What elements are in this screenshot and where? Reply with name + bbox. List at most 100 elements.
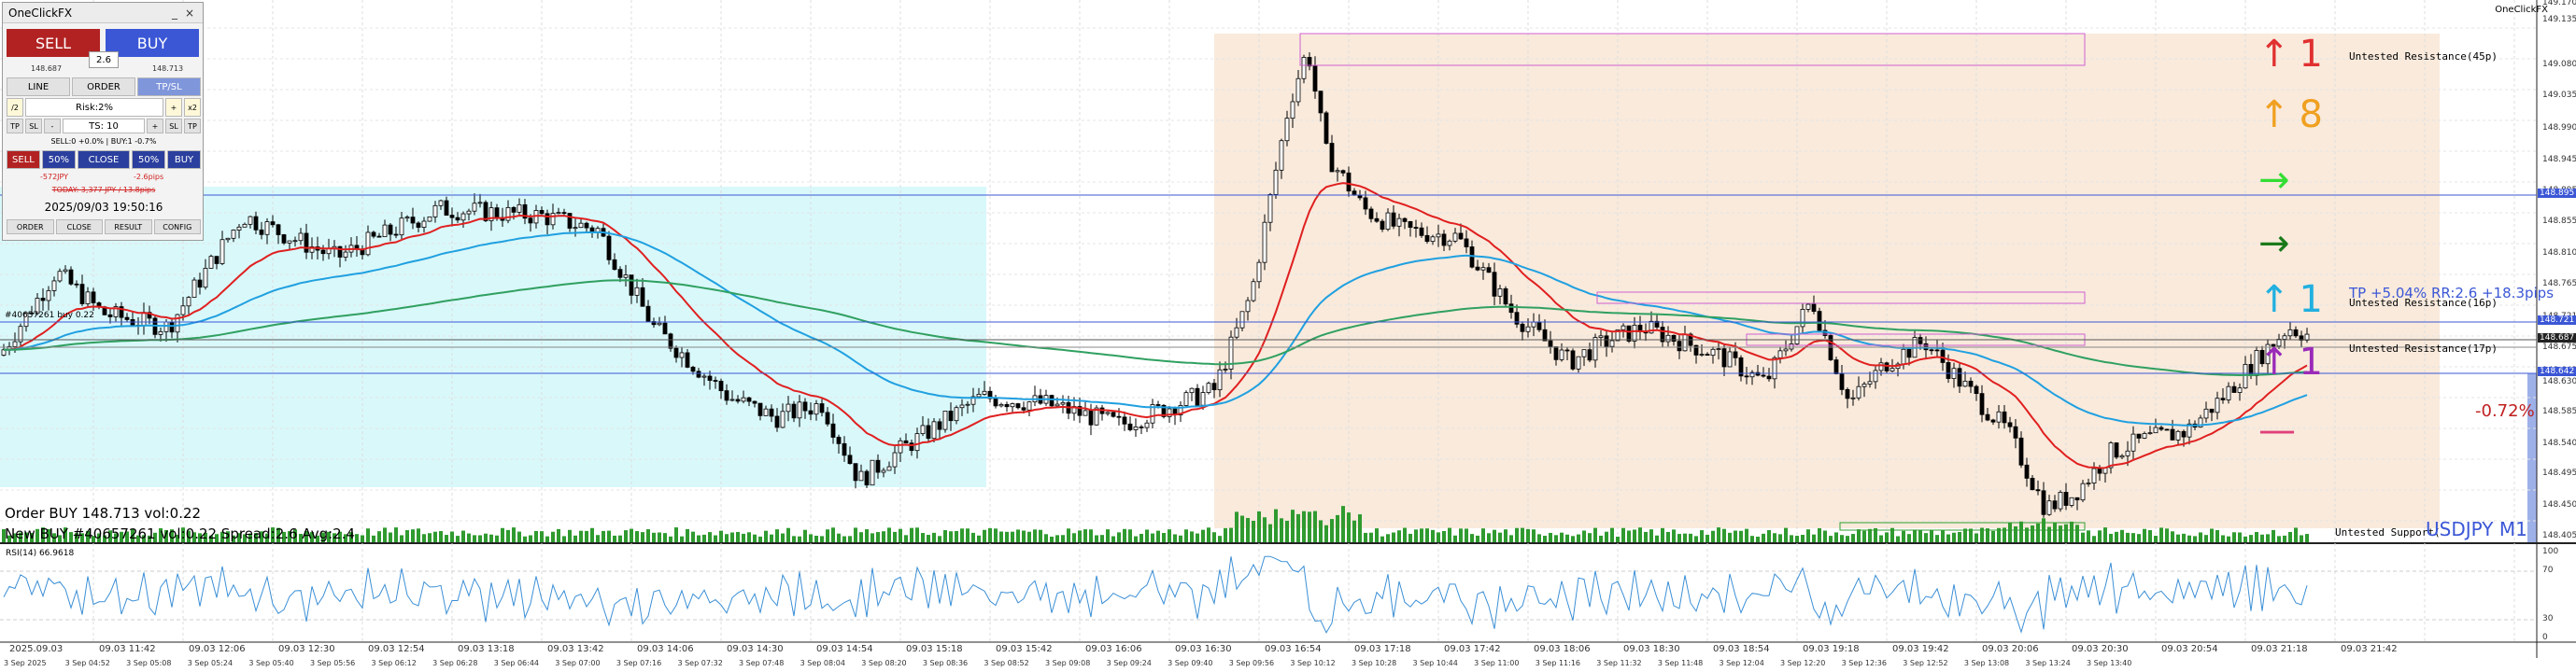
signal-row: ↑ 8 xyxy=(2258,93,2323,136)
close-all-button[interactable]: CLOSE xyxy=(77,150,131,169)
minimize-icon[interactable]: _ xyxy=(172,6,177,20)
candle xyxy=(1211,379,1217,399)
tab-line[interactable]: LINE xyxy=(7,77,70,96)
candle xyxy=(998,402,1004,408)
volume-bar xyxy=(848,536,852,542)
volume-bar xyxy=(613,535,616,542)
candle xyxy=(982,381,987,396)
lot-half-button[interactable]: /2 xyxy=(7,98,23,117)
candle xyxy=(1514,304,1520,329)
volume-bar xyxy=(2081,532,2085,542)
candle xyxy=(757,402,763,421)
ts-plus-button[interactable]: + xyxy=(147,119,163,133)
time-tick-sub: 3 Sep 05:40 xyxy=(248,659,294,667)
time-tick-sub: 3 Sep 11:32 xyxy=(1596,659,1642,667)
candle xyxy=(242,222,248,228)
footer-tab-config[interactable]: CONFIG xyxy=(153,219,201,234)
volume-bar xyxy=(30,533,34,542)
candle xyxy=(376,232,382,238)
signal-count: 1 xyxy=(2299,341,2323,384)
volume-bar xyxy=(1184,529,1188,542)
volume-bar xyxy=(1666,531,1670,542)
candle xyxy=(1604,329,1609,357)
tab-order[interactable]: ORDER xyxy=(72,77,135,96)
volume-bar xyxy=(1745,528,1748,542)
volume-bar xyxy=(1465,528,1468,542)
tab-tpsl[interactable]: TP/SL xyxy=(137,77,201,96)
candle xyxy=(1811,295,1817,315)
volume-bar xyxy=(489,534,493,542)
ts-input[interactable]: TS: 10 xyxy=(63,119,145,133)
volume-bar xyxy=(932,532,936,542)
footer-tab-close[interactable]: CLOSE xyxy=(55,219,103,234)
volume-bar xyxy=(1672,529,1676,542)
volume-bar xyxy=(1212,532,1216,542)
volume-bar xyxy=(159,527,163,542)
volume-bar xyxy=(747,532,751,542)
price-tick: 148.675 xyxy=(2542,343,2576,352)
volume-bar xyxy=(148,535,151,542)
volume-bar xyxy=(2171,531,2174,542)
close-sell-button[interactable]: SELL xyxy=(7,150,40,169)
candle xyxy=(1144,419,1150,432)
tp-left-button[interactable]: TP xyxy=(7,119,23,133)
price-tick: 148.630 xyxy=(2542,377,2576,386)
close-buy-button[interactable]: BUY xyxy=(167,150,201,169)
volume-bar xyxy=(1543,536,1547,542)
candle xyxy=(909,440,914,456)
lot-double-button[interactable]: x2 xyxy=(184,98,201,117)
footer-tab-result[interactable]: RESULT xyxy=(105,219,152,234)
close-buy-half-button[interactable]: 50% xyxy=(132,150,166,169)
candle xyxy=(2002,404,2007,429)
sell-button[interactable]: SELL xyxy=(7,29,100,57)
volume-bar xyxy=(136,535,140,542)
volume-bar xyxy=(1240,515,1244,542)
new-order-message: New BUY #40657261 vol:0.22 Spread:2.6 Av… xyxy=(5,525,355,542)
volume-bar xyxy=(1493,529,1496,542)
buy-button[interactable]: BUY xyxy=(106,29,199,57)
candle xyxy=(752,400,757,408)
candle xyxy=(2304,328,2310,343)
candle xyxy=(1385,208,1391,231)
candle xyxy=(1290,93,1295,128)
lot-plus-button[interactable]: + xyxy=(165,98,182,117)
volume-bar xyxy=(1599,535,1603,542)
candle xyxy=(79,274,85,307)
volume-bar xyxy=(1806,529,1810,542)
candle xyxy=(847,446,853,465)
candle xyxy=(914,427,920,459)
tp-right-button[interactable]: TP xyxy=(184,119,201,133)
time-tick-sub: 3 Sep 10:44 xyxy=(1412,659,1458,667)
ts-minus-button[interactable]: - xyxy=(44,119,61,133)
volume-bar xyxy=(1218,536,1222,542)
candle xyxy=(2119,454,2125,459)
risk-input[interactable]: Risk:2% xyxy=(25,98,163,117)
time-tick: 09.03 20:54 xyxy=(2161,644,2218,654)
volume-bar xyxy=(1677,534,1681,542)
price-tick: 148.585 xyxy=(2542,407,2576,416)
candle xyxy=(1094,405,1099,426)
time-tick-sub: 3 Sep 2025 xyxy=(4,659,47,667)
volume-bar xyxy=(2227,536,2230,542)
volume-bar xyxy=(882,531,885,542)
volume-bar xyxy=(1605,531,1608,542)
volume-bar xyxy=(1521,527,1524,542)
sl-right-button[interactable]: SL xyxy=(165,119,182,133)
volume-bar xyxy=(92,536,95,542)
volume-bar xyxy=(602,530,605,542)
sl-left-button[interactable]: SL xyxy=(25,119,42,133)
close-icon[interactable]: × xyxy=(184,6,195,20)
time-tick-sub: 3 Sep 11:48 xyxy=(1657,659,1704,667)
volume-bar xyxy=(585,530,588,542)
close-sell-half-button[interactable]: 50% xyxy=(41,150,76,169)
candle xyxy=(208,254,214,269)
volume-bar xyxy=(1890,527,1894,542)
volume-bar xyxy=(1352,520,1356,542)
position-line-label: #40657261 buy 0.22 xyxy=(5,311,94,320)
candle xyxy=(2220,388,2226,404)
volume-bar xyxy=(1739,530,1743,542)
footer-tab-order[interactable]: ORDER xyxy=(7,219,54,234)
panel-titlebar[interactable]: OneClickFX _ × xyxy=(3,3,203,23)
volume-bar xyxy=(854,527,857,542)
